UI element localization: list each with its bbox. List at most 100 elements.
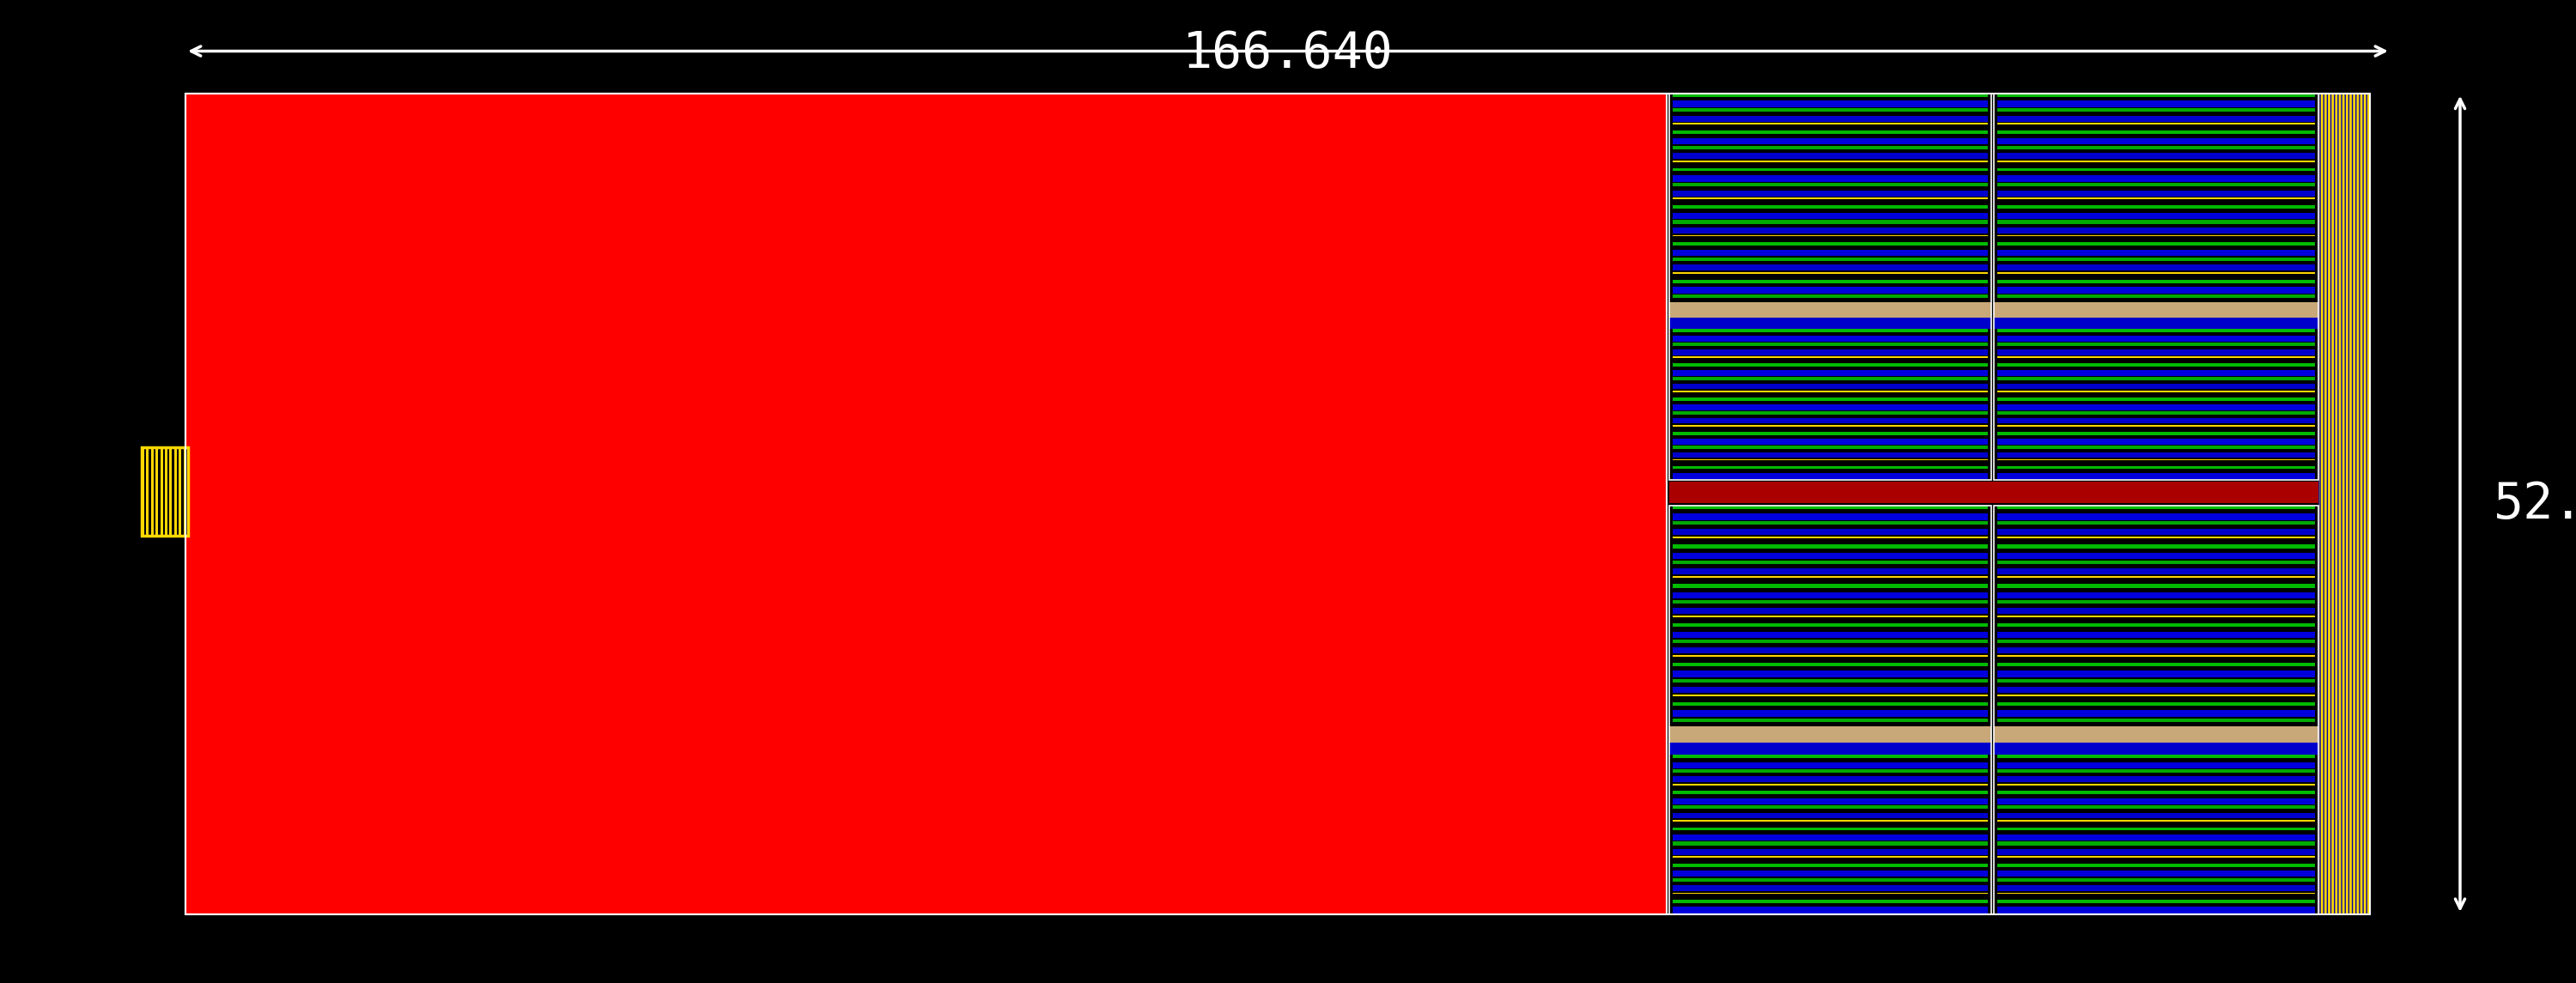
Bar — [1672, 376, 1989, 380]
Bar — [1672, 647, 1989, 654]
Bar — [1996, 828, 2316, 831]
Bar — [1996, 841, 2316, 845]
Bar — [1996, 452, 2316, 458]
Bar — [1672, 432, 1989, 434]
Bar — [1672, 93, 1989, 96]
Bar — [1672, 552, 1989, 559]
Bar — [1996, 670, 2316, 677]
Bar — [1996, 397, 2316, 401]
Bar — [1996, 813, 2316, 819]
Bar — [1672, 459, 1989, 460]
Bar — [1996, 805, 2316, 809]
Bar — [1996, 168, 2316, 171]
Bar — [1672, 397, 1989, 401]
Bar — [1996, 623, 2316, 627]
Bar — [1996, 445, 2316, 449]
Bar — [142, 447, 188, 536]
Bar — [1996, 123, 2316, 125]
Bar — [1672, 805, 1989, 809]
Bar — [1672, 295, 1989, 298]
Bar — [1996, 183, 2316, 187]
Bar — [1996, 116, 2316, 122]
Bar — [1996, 639, 2316, 643]
Bar — [1672, 101, 1989, 107]
Bar — [1669, 318, 1991, 329]
Text: 166.640: 166.640 — [1182, 29, 1394, 79]
Bar — [1996, 820, 2316, 822]
Bar — [1669, 505, 1991, 914]
Bar — [1996, 615, 2316, 617]
Bar — [1672, 615, 1989, 617]
Bar — [1996, 871, 2316, 877]
Bar — [1996, 227, 2316, 233]
Bar — [1996, 552, 2316, 559]
Bar — [1996, 631, 2316, 638]
Bar — [1996, 376, 2316, 380]
Bar — [1996, 886, 2316, 891]
Bar — [1996, 505, 2316, 509]
Bar — [1996, 336, 2316, 342]
Bar — [1672, 145, 1989, 149]
Bar — [1996, 404, 2316, 410]
Bar — [1996, 220, 2316, 224]
Bar — [1996, 432, 2316, 434]
Bar — [1672, 871, 1989, 877]
Bar — [1672, 755, 1989, 758]
Bar — [1996, 545, 2316, 549]
Bar — [1672, 227, 1989, 233]
Bar — [1672, 343, 1989, 346]
Bar — [1672, 390, 1989, 392]
Bar — [1672, 336, 1989, 342]
Bar — [1996, 191, 2316, 197]
Bar — [1996, 755, 2316, 758]
Bar — [1994, 505, 2318, 914]
Bar — [1996, 783, 2316, 785]
Bar — [1672, 505, 1989, 509]
Bar — [1996, 711, 2316, 717]
Bar — [1996, 212, 2316, 219]
Bar — [1672, 123, 1989, 125]
Bar — [1672, 250, 1989, 257]
Bar — [1996, 835, 2316, 840]
Bar — [1996, 655, 2316, 657]
Bar — [1996, 235, 2316, 237]
Bar — [1672, 264, 1989, 270]
Bar — [1996, 679, 2316, 683]
Bar — [1672, 168, 1989, 171]
Bar — [1996, 568, 2316, 575]
Bar — [1996, 272, 2316, 273]
Bar — [1672, 695, 1989, 696]
Bar — [1672, 153, 1989, 159]
Bar — [1672, 703, 1989, 706]
Bar — [1672, 445, 1989, 449]
Bar — [1672, 560, 1989, 564]
Bar — [1672, 350, 1989, 355]
Bar — [1996, 762, 2316, 768]
Bar — [1672, 568, 1989, 575]
Bar — [1672, 719, 1989, 723]
Bar — [1672, 329, 1989, 332]
Bar — [1996, 371, 2316, 376]
Bar — [1996, 703, 2316, 706]
Bar — [1672, 841, 1989, 845]
Bar — [1996, 459, 2316, 460]
Bar — [1672, 813, 1989, 819]
Bar — [1672, 783, 1989, 785]
Bar — [1672, 655, 1989, 657]
Bar — [1672, 191, 1989, 197]
Bar — [1996, 411, 2316, 415]
Bar — [1996, 537, 2316, 539]
Bar — [1672, 438, 1989, 444]
Bar — [1669, 93, 1991, 480]
Bar — [1672, 183, 1989, 187]
Bar — [1996, 878, 2316, 882]
Bar — [1996, 770, 2316, 773]
Bar — [1669, 302, 1991, 318]
Bar — [1996, 198, 2316, 200]
Bar — [1996, 258, 2316, 261]
Bar — [1672, 762, 1989, 768]
Bar — [1996, 438, 2316, 444]
Bar — [1996, 849, 2316, 855]
Bar — [1672, 131, 1989, 134]
Bar — [1996, 250, 2316, 257]
